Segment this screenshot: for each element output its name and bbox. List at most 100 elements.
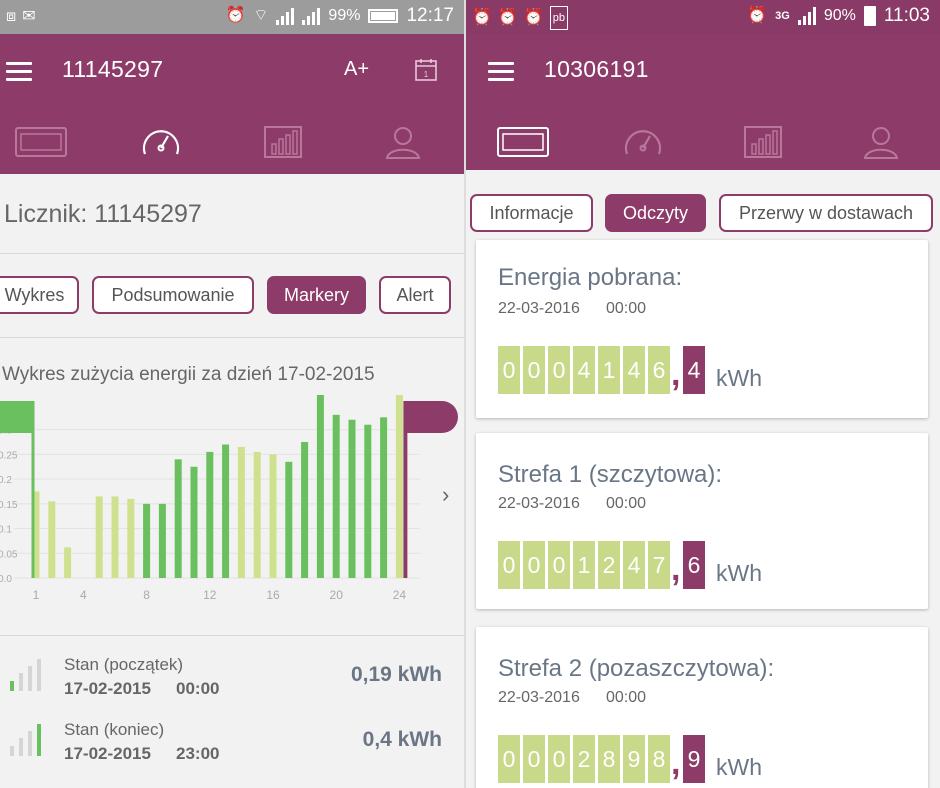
digit: 7 (648, 541, 670, 589)
right-screen: ⏰ ⏰ ⏰ pb ⏰ 3G 90% 11:03 10306191 (466, 0, 940, 788)
pill-podsumowanie[interactable]: Podsumowanie (92, 276, 254, 314)
screen-divider (464, 0, 466, 788)
tab-informacje[interactable]: Informacje (470, 194, 593, 232)
nav-tabs (0, 122, 464, 170)
bar (269, 454, 277, 578)
stat-time: 23:00 (176, 744, 220, 763)
meter-digits: 0 0 0 2 8 9 8 , 9 kWh (498, 733, 762, 783)
calendar-icon[interactable]: 1 (414, 58, 438, 88)
stat-time: 00:00 (176, 679, 220, 698)
reading-card: Strefa 2 (pozaszczytowa): 22-03-2016 00:… (476, 627, 928, 788)
stat-value: 0,4 kWh (362, 728, 442, 751)
unit: kWh (716, 365, 762, 391)
tab-odczyty[interactable]: Odczyty (605, 194, 706, 232)
meter-display-icon[interactable] (496, 122, 550, 162)
decimal-separator: , (671, 355, 681, 393)
alarm-icon: ⏰ (225, 7, 246, 24)
stat-date: 17-02-2015 (64, 679, 151, 698)
menu-icon[interactable] (6, 62, 32, 82)
decimal-digit: 4 (683, 346, 705, 394)
nav-tabs (466, 122, 940, 170)
bar (127, 498, 135, 578)
bar (111, 496, 119, 578)
app-title: 11145297 (62, 56, 164, 82)
pill-markery[interactable]: Markery (267, 276, 366, 314)
pill-wykres[interactable]: Wykres (0, 276, 79, 314)
bar (222, 444, 230, 578)
bar (301, 442, 309, 578)
energy-chart[interactable]: 0.00.050.10.150.20.250.314812162024 (0, 395, 464, 610)
clock: 12:17 (406, 5, 454, 26)
bar (95, 496, 103, 578)
divider (0, 253, 464, 254)
decimal-separator: , (671, 550, 681, 588)
card-date: 22-03-2016 (498, 689, 580, 706)
y-tick-label: 0.0 (0, 574, 12, 585)
alarm-notification-icon: ⏰ (523, 9, 544, 26)
y-tick-label: 0.05 (0, 549, 18, 560)
y-tick-label: 0.2 (0, 475, 12, 486)
digit: 0 (548, 346, 570, 394)
bar (380, 417, 388, 578)
bar (48, 501, 56, 578)
bar (143, 503, 151, 578)
bar (395, 395, 403, 578)
stat-row-start: Stan (początek) 17-02-2015 00:00 0,19 kW… (0, 655, 464, 711)
wifi-icon: ⌔ (253, 7, 269, 24)
svg-text:1: 1 (424, 70, 429, 79)
bar (158, 503, 166, 578)
mail-icon: ✉ (22, 8, 36, 25)
start-marker-flag (0, 401, 34, 433)
divider (0, 635, 464, 636)
bar (253, 451, 261, 578)
meter-display-icon[interactable] (14, 122, 68, 162)
app-bar: 10306191 (466, 34, 940, 170)
status-bar: ⧈ ✉ ⏰ ⌔ 99% 12:17 (0, 0, 464, 34)
x-tick-label: 24 (393, 588, 407, 602)
digit: 4 (623, 541, 645, 589)
card-time: 00:00 (606, 300, 647, 317)
digit: 9 (623, 735, 645, 783)
stat-label: Stan (koniec) (64, 720, 165, 739)
notification-icon: ⧈ (6, 8, 17, 25)
alarm-notification-icon: ⏰ (472, 9, 492, 26)
meter-digits: 0 0 0 1 2 4 7 , 6 kWh (498, 539, 762, 589)
meter-heading: Licznik: 11145297 (4, 200, 202, 228)
status-bar: ⏰ ⏰ ⏰ pb ⏰ 3G 90% 11:03 (466, 0, 940, 34)
user-icon[interactable] (376, 122, 430, 162)
y-tick-label: 0.25 (0, 450, 18, 461)
card-title: Energia pobrana: (498, 264, 683, 291)
menu-icon[interactable] (488, 62, 514, 82)
digit: 0 (548, 541, 570, 589)
x-tick-label: 12 (203, 588, 217, 602)
bar (237, 446, 245, 578)
pill-alert[interactable]: Alert (379, 276, 451, 314)
font-size-button[interactable]: A+ (344, 58, 370, 80)
digit: 0 (523, 541, 545, 589)
y-tick-label: 0.1 (0, 525, 12, 536)
digit: 0 (498, 735, 520, 783)
card-title: Strefa 2 (pozaszczytowa): (498, 655, 775, 682)
clock: 11:03 (883, 5, 930, 26)
gauge-icon[interactable] (616, 122, 670, 162)
bar-chart-icon[interactable] (736, 122, 790, 162)
bar (190, 466, 198, 578)
decimal-separator: , (671, 744, 681, 782)
x-tick-label: 8 (143, 588, 150, 602)
x-tick-label: 4 (80, 588, 87, 602)
digit: 8 (598, 735, 620, 783)
gauge-icon[interactable] (134, 122, 188, 162)
reading-card: Energia pobrana: 22-03-2016 00:00 0 0 0 … (476, 240, 928, 418)
tab-przerwy[interactable]: Przerwy w dostawach (719, 194, 933, 232)
bar (32, 491, 40, 578)
app-bar: 11145297 A+ 1 (0, 34, 464, 174)
signal-2-icon (302, 7, 321, 25)
user-icon[interactable] (854, 122, 908, 162)
signal-start-icon (10, 659, 41, 691)
bar-chart-icon[interactable] (256, 122, 310, 162)
reading-card: Strefa 1 (szczytowa): 22-03-2016 00:00 0… (476, 433, 928, 609)
chevron-right-icon[interactable]: › (442, 482, 450, 507)
bar (174, 459, 182, 578)
decimal-digit: 6 (683, 541, 705, 589)
card-title: Strefa 1 (szczytowa): (498, 461, 723, 488)
